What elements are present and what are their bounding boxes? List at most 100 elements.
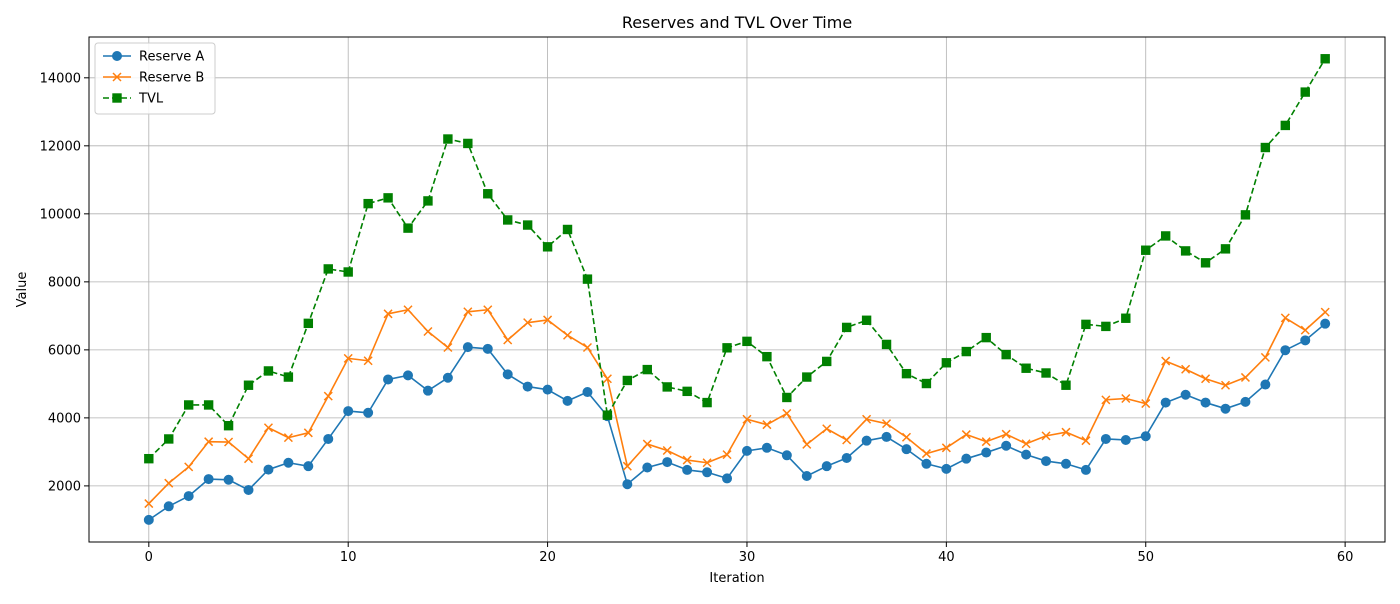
data-point-reserve-a bbox=[901, 444, 912, 455]
data-point-reserve-a bbox=[741, 445, 752, 456]
data-point-reserve-b bbox=[283, 433, 293, 443]
data-point-reserve-b bbox=[1121, 393, 1131, 404]
data-point-reserve-a bbox=[343, 406, 354, 417]
data-point-reserve-b bbox=[204, 437, 214, 447]
data-point-reserve-b bbox=[1001, 429, 1011, 439]
y-tick-label: 6000 bbox=[48, 343, 81, 358]
data-point-reserve-a bbox=[1060, 458, 1071, 469]
data-point-reserve-b bbox=[682, 455, 692, 465]
legend-marker bbox=[112, 51, 122, 61]
data-point-tvl bbox=[742, 336, 752, 347]
data-point-reserve-a bbox=[143, 514, 154, 525]
legend-label: Reserve B bbox=[139, 71, 204, 86]
data-point-tvl bbox=[901, 368, 912, 379]
data-point-reserve-a bbox=[921, 458, 932, 469]
data-point-tvl bbox=[762, 351, 772, 362]
data-point-reserve-b bbox=[423, 326, 433, 337]
data-point-reserve-b bbox=[941, 443, 951, 453]
data-point-reserve-b bbox=[842, 435, 852, 445]
data-point-tvl bbox=[602, 410, 613, 420]
data-point-reserve-b bbox=[1181, 364, 1191, 374]
data-point-reserve-a bbox=[183, 491, 194, 502]
data-point-reserve-b bbox=[184, 462, 194, 472]
data-point-tvl bbox=[483, 189, 493, 199]
data-point-tvl bbox=[582, 274, 593, 284]
data-point-reserve-b bbox=[343, 353, 353, 363]
data-point-reserve-b bbox=[1161, 356, 1171, 366]
x-tick-label: 50 bbox=[1137, 550, 1154, 565]
data-point-reserve-a bbox=[203, 474, 214, 485]
x-tick-label: 40 bbox=[938, 550, 955, 565]
data-point-reserve-b bbox=[722, 450, 732, 460]
data-point-reserve-b bbox=[742, 414, 752, 424]
data-point-reserve-b bbox=[921, 449, 931, 459]
data-point-reserve-a bbox=[1120, 434, 1131, 445]
data-point-tvl bbox=[243, 380, 254, 390]
data-point-reserve-b bbox=[662, 445, 672, 456]
data-point-reserve-b bbox=[1141, 399, 1151, 409]
data-point-tvl bbox=[822, 356, 832, 367]
data-point-reserve-b bbox=[483, 305, 493, 315]
data-point-reserve-b bbox=[582, 342, 592, 353]
data-point-tvl bbox=[1200, 258, 1211, 268]
legend-marker bbox=[112, 72, 122, 82]
data-point-reserve-b bbox=[1041, 431, 1051, 441]
data-point-tvl bbox=[203, 400, 214, 410]
legend: Reserve A Reserve B TVL bbox=[94, 42, 216, 115]
series-line-reserve-b bbox=[148, 308, 1326, 505]
data-point-tvl bbox=[1300, 87, 1310, 97]
data-point-reserve-b bbox=[1280, 313, 1290, 323]
data-point-reserve-b bbox=[463, 307, 473, 317]
data-point-reserve-a bbox=[1240, 396, 1251, 407]
legend-label: Reserve A bbox=[139, 50, 204, 65]
data-point-reserve-b bbox=[762, 420, 772, 430]
data-point-reserve-b bbox=[562, 330, 573, 340]
data-point-tvl bbox=[263, 366, 274, 376]
data-point-reserve-a bbox=[1180, 389, 1191, 400]
data-point-reserve-a bbox=[1080, 464, 1091, 475]
data-point-reserve-a bbox=[442, 372, 453, 383]
data-point-reserve-b bbox=[383, 309, 393, 319]
data-point-tvl bbox=[303, 318, 314, 329]
data-point-tvl bbox=[1101, 321, 1111, 332]
data-point-reserve-a bbox=[502, 369, 513, 380]
grid-lines bbox=[89, 37, 1385, 542]
data-point-reserve-a bbox=[801, 471, 812, 482]
data-point-tvl bbox=[861, 315, 872, 325]
y-tick-label: 2000 bbox=[48, 479, 81, 494]
data-point-reserve-a bbox=[363, 407, 374, 418]
x-tick-label: 60 bbox=[1337, 550, 1354, 565]
data-point-tvl bbox=[961, 346, 971, 357]
y-tick-label: 14000 bbox=[40, 71, 81, 86]
data-point-reserve-a bbox=[1260, 379, 1271, 390]
data-point-reserve-a bbox=[383, 374, 394, 385]
data-point-reserve-b bbox=[363, 356, 373, 366]
data-point-reserve-b bbox=[1320, 307, 1330, 317]
data-point-tvl bbox=[323, 264, 333, 274]
data-point-tvl bbox=[562, 224, 573, 235]
data-point-reserve-a bbox=[303, 461, 314, 472]
data-point-reserve-b bbox=[443, 342, 453, 353]
x-tick-label: 30 bbox=[739, 550, 756, 565]
axis-ticks: 0 10 20 30 40 50 60 2000 4000 6000 8000 10000 12000 1… bbox=[40, 71, 1354, 565]
data-point-reserve-a bbox=[422, 385, 433, 396]
data-point-reserve-b bbox=[622, 461, 632, 471]
data-point-reserve-b bbox=[144, 499, 154, 509]
data-point-tvl bbox=[1240, 210, 1251, 220]
data-point-tvl bbox=[144, 453, 154, 464]
data-point-reserve-b bbox=[263, 423, 273, 433]
data-point-tvl bbox=[1260, 142, 1271, 153]
data-point-reserve-a bbox=[163, 501, 174, 512]
data-point-reserve-a bbox=[1021, 449, 1032, 460]
data-point-reserve-a bbox=[781, 450, 792, 461]
data-point-tvl bbox=[1061, 380, 1071, 390]
data-point-reserve-a bbox=[861, 435, 872, 446]
x-tick-label: 20 bbox=[539, 550, 556, 565]
data-point-reserve-a bbox=[682, 464, 693, 475]
data-point-reserve-b bbox=[323, 391, 333, 401]
data-point-tvl bbox=[1160, 231, 1171, 241]
y-tick-label: 12000 bbox=[40, 139, 81, 154]
